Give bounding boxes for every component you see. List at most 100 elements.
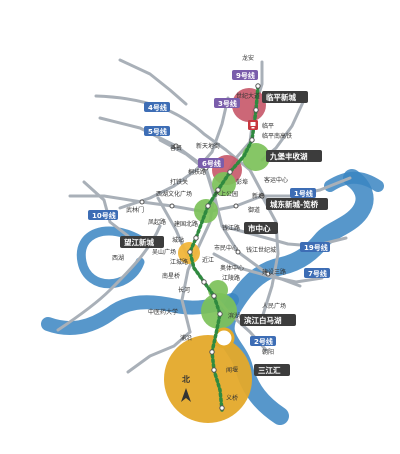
badge-line-2-text: 2号线 [254, 337, 273, 346]
hub-jiubao-green [242, 143, 270, 171]
station-label: 朝阳 [262, 348, 274, 356]
district-label-linping-bg [262, 91, 308, 103]
station-label: 江城路 [170, 258, 188, 266]
district-label-center-bg [244, 222, 278, 234]
station-label: 滨湖 [228, 312, 240, 320]
station-dot [201, 279, 207, 285]
badge-line-3-text: 3号线 [218, 99, 237, 108]
station-dot [209, 349, 215, 355]
badge-line-10-text: 10号线 [92, 211, 116, 220]
station-label: 打铁关 [170, 178, 188, 186]
station-dot [255, 83, 261, 89]
station-dot [187, 249, 193, 255]
station-dot [211, 367, 217, 373]
station-label: 新天地街 [196, 142, 220, 150]
station-dot [215, 187, 221, 193]
station-dot [233, 203, 239, 209]
badge-line-4 [144, 102, 170, 112]
station-labels: 龙安 世纪大道 临平 临平南高铁 新天地街 善贤 桐扶路 打铁关 客运中心 武林… [112, 54, 292, 402]
station-label: 江陵路 [222, 274, 240, 282]
district-label-wangjiang-bg [120, 236, 164, 248]
badge-line-3 [214, 98, 240, 108]
station-label: 临平 [262, 122, 274, 130]
station-dot [235, 249, 241, 255]
north-arrow-icon: 北 [181, 374, 191, 402]
district-label-sanjianghui-bg [254, 364, 290, 376]
station-dot [227, 169, 233, 175]
station-dot [249, 137, 255, 143]
station-label: 龙安 [242, 54, 254, 62]
badge-line-5 [144, 126, 170, 136]
badge-line-4-text: 4号线 [148, 103, 167, 112]
badge-line-1-text: 1号线 [294, 189, 313, 198]
badge-line-7-text: 7号线 [308, 269, 327, 278]
station-label: 临平南高铁 [262, 132, 292, 140]
district-labels: 临平新城 九堡丰收湖 城东新城-笕桥 市中心 望江新城 滨江白马湖 三江汇 [120, 91, 328, 376]
badge-line-19 [300, 242, 330, 252]
district-label-chengdong-bg [266, 198, 328, 210]
district-label-jiubao: 九堡丰收湖 [269, 151, 308, 161]
district-label-sanjianghui: 三江汇 [258, 365, 281, 375]
badge-line-5-text: 5号线 [148, 127, 167, 136]
district-hubs [164, 88, 270, 423]
station-label: 善贤 [170, 144, 182, 152]
station-label: 义桥 [226, 394, 238, 402]
station-label: 世纪大道 [236, 92, 260, 100]
district-label-linping: 临平新城 [266, 92, 296, 102]
badge-line-9-text: 9号线 [236, 71, 255, 80]
hub-sanjianghui [164, 335, 252, 423]
station-label: 御道 [248, 206, 260, 214]
station-dot [253, 107, 259, 113]
station-label: 浦沿 [180, 334, 192, 342]
line-badges: 9号线 3号线 4号线 5号线 6号线 1号线 10号线 19号线 7号线 2号… [88, 70, 330, 346]
station-dot [205, 203, 211, 209]
line-4 [94, 94, 268, 202]
district-label-binjiang-bg [240, 314, 296, 326]
station-dot [139, 199, 145, 205]
line-east-grid [260, 194, 280, 320]
badge-line-9 [232, 70, 258, 80]
station-label: 建国北路 [174, 220, 198, 228]
station-dot [169, 203, 175, 209]
badge-line-6-text: 6号线 [202, 159, 221, 168]
badge-line-1 [290, 188, 316, 198]
station-label: 吴山广场 [152, 248, 176, 256]
badge-line-6 [198, 158, 224, 168]
rail-station-icon [248, 120, 258, 130]
station-label: 钱江路 [222, 224, 240, 232]
badge-line-10 [88, 210, 118, 220]
station-label: 中医药大学 [148, 308, 178, 316]
district-label-chengdong: 城东新城-笕桥 [270, 199, 319, 209]
station-label: 闻堰 [226, 366, 238, 374]
district-label-wangjiang: 望江新城 [124, 237, 154, 247]
station-label: 长河 [178, 286, 190, 294]
badge-line-19-text: 19号线 [304, 243, 328, 252]
station-label: 水上公园 [214, 190, 238, 198]
station-label: 凤起路 [148, 218, 166, 226]
station-dot [265, 271, 271, 277]
station-dot [217, 311, 223, 317]
station-dot [259, 193, 265, 199]
north-label: 北 [182, 374, 190, 384]
river-west-arc [76, 226, 145, 289]
station-label: 武林门 [126, 206, 144, 214]
station-label: 近江 [202, 256, 214, 264]
station-dot [211, 293, 217, 299]
station-label: 建设三路 [262, 268, 286, 276]
station-label: 奥体中心 [220, 264, 244, 272]
station-label: 新塘 [252, 192, 264, 200]
badge-line-7 [304, 268, 330, 278]
badge-line-2 [250, 336, 276, 346]
station-label: 人民广场 [262, 302, 286, 310]
line-south-west [126, 330, 192, 374]
station-label: 南星桥 [162, 272, 180, 280]
station-label: 西湖文化广场 [156, 190, 192, 198]
station-label: 客运中心 [264, 176, 288, 184]
station-dot [193, 235, 199, 241]
district-label-jiubao-bg [266, 150, 322, 162]
line-north-west [118, 58, 188, 106]
station-dot [173, 143, 179, 149]
station-label: 市民中心 [214, 244, 238, 252]
station-label: 钱江世纪城 [246, 246, 276, 254]
